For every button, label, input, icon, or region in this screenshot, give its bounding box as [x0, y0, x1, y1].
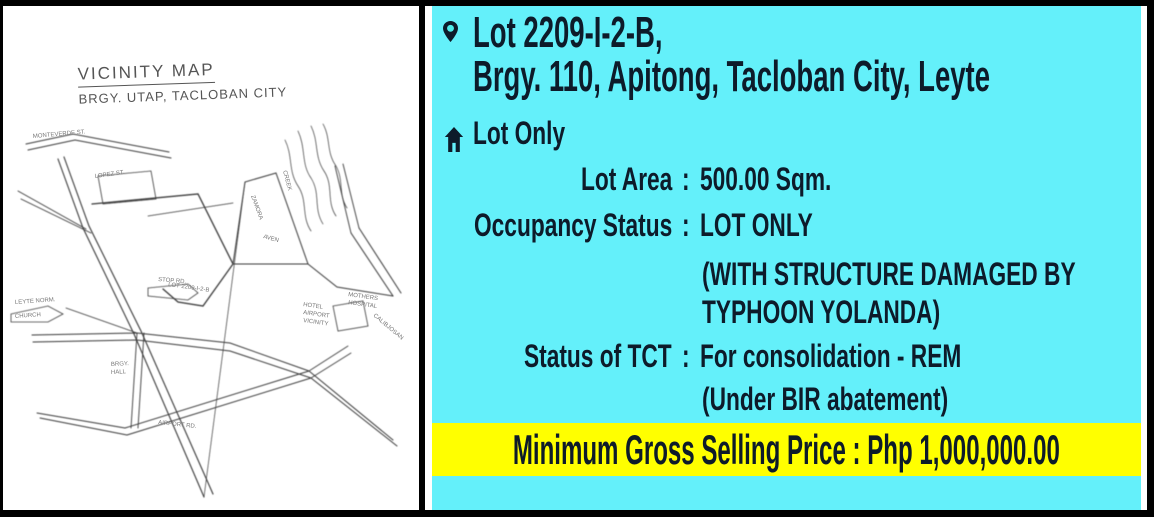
svg-text:ZAMORA: ZAMORA: [249, 195, 263, 221]
svg-text:AVEN: AVEN: [262, 234, 279, 244]
svg-text:MONTEVERDE ST.: MONTEVERDE ST.: [33, 129, 86, 140]
svg-text:CREEK: CREEK: [281, 170, 292, 192]
svg-text:CHURCH: CHURCH: [15, 312, 41, 320]
svg-text:HALL: HALL: [111, 369, 127, 376]
svg-text:LEYTE NORM.: LEYTE NORM.: [15, 297, 56, 306]
svg-text:AIRPORT RD.: AIRPORT RD.: [158, 420, 197, 430]
svg-text:CALIBJOSAN: CALIBJOSAN: [372, 313, 404, 342]
svg-text:VICINITY: VICINITY: [303, 318, 329, 327]
svg-text:BRGY.: BRGY.: [111, 361, 130, 368]
svg-text:STOP RD.: STOP RD.: [158, 277, 187, 285]
svg-text:LOPEZ ST.: LOPEZ ST.: [94, 170, 125, 180]
